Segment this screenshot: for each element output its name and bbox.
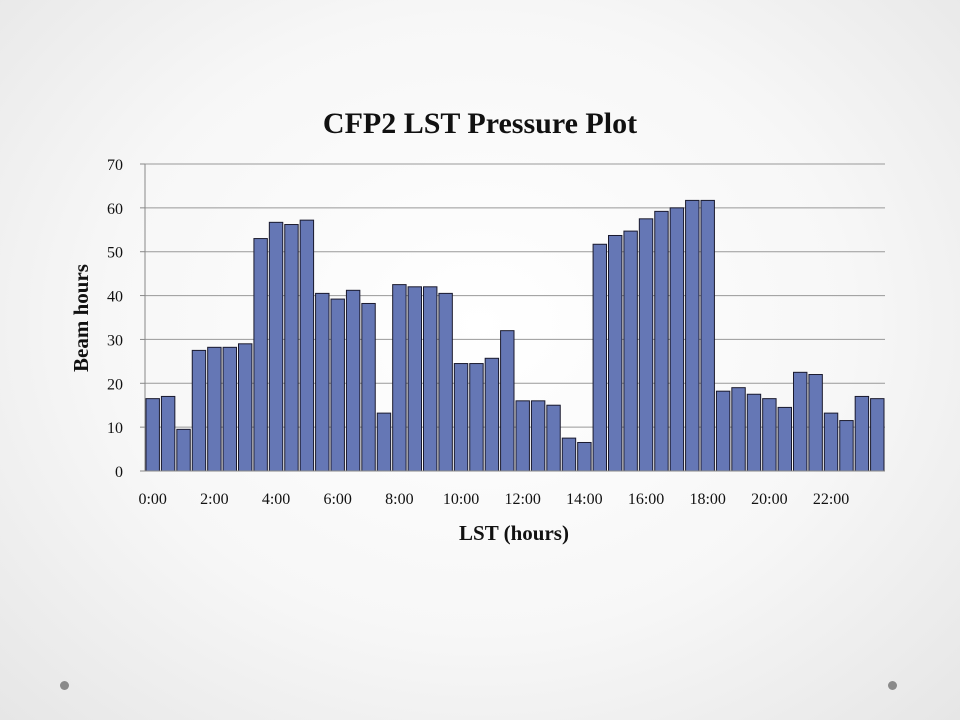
bar (731, 387, 746, 472)
bar (654, 210, 669, 472)
bar (870, 398, 885, 472)
x-tick-label: 20:00 (751, 491, 787, 508)
y-tick-label: 40 (107, 289, 123, 306)
bar (561, 437, 577, 472)
bar (623, 230, 638, 472)
y-tick-labels: 0 10 20 30 40 50 60 70 (107, 157, 123, 481)
bar (777, 406, 793, 472)
x-tick-label: 0:00 (138, 491, 166, 508)
x-tick-label: 16:00 (628, 491, 664, 508)
x-tick-label: 2:00 (200, 491, 228, 508)
bar (238, 343, 253, 472)
y-tick-label: 0 (115, 464, 123, 481)
bar (715, 390, 731, 472)
bar (515, 400, 530, 472)
bar (160, 395, 176, 472)
x-tick-label: 22:00 (813, 491, 849, 508)
y-tick-label: 30 (107, 332, 123, 349)
grid-lines (140, 163, 885, 472)
bar (762, 398, 777, 472)
bar (145, 398, 160, 472)
bars (145, 199, 885, 472)
slide-dot-right (888, 681, 897, 690)
bar (500, 330, 515, 472)
chart-title: CFP2 LST Pressure Plot (323, 107, 637, 140)
x-tick-label: 8:00 (385, 491, 413, 508)
bar (546, 404, 561, 472)
bar (222, 346, 238, 472)
bar (854, 395, 870, 472)
bar (484, 357, 500, 472)
bar (577, 441, 592, 472)
bar (700, 199, 715, 472)
bar (469, 363, 484, 472)
bar (176, 428, 191, 472)
bar (407, 286, 422, 472)
x-tick-label: 12:00 (504, 491, 540, 508)
bar (191, 349, 207, 472)
y-tick-label: 50 (107, 245, 123, 262)
x-tick-label: 4:00 (262, 491, 290, 508)
x-tick-label: 6:00 (323, 491, 351, 508)
bar (268, 221, 284, 472)
y-tick-label: 60 (107, 201, 123, 218)
y-axis-label: Beam hours (69, 264, 93, 372)
bar (423, 286, 438, 472)
bar (669, 207, 685, 472)
x-tick-label: 18:00 (689, 491, 725, 508)
y-tick-label: 70 (107, 157, 123, 174)
bar (746, 393, 762, 472)
bar (392, 284, 407, 472)
x-tick-label: 10:00 (443, 491, 479, 508)
bar (438, 292, 453, 472)
bar (299, 219, 315, 472)
bar (376, 412, 392, 472)
bar (453, 363, 469, 472)
bar (592, 243, 608, 472)
bar (839, 420, 854, 472)
bar (207, 346, 222, 472)
bar (793, 371, 808, 472)
y-tick-label: 20 (107, 376, 123, 393)
bar (330, 298, 345, 472)
bar (608, 234, 623, 472)
bar (685, 199, 700, 472)
bar (823, 412, 839, 472)
bar (808, 374, 823, 472)
bar (284, 224, 299, 472)
x-axis-label: LST (hours) (459, 521, 569, 545)
bar (361, 302, 376, 472)
bar (638, 218, 654, 472)
bar (530, 400, 546, 472)
slide-dot-left (60, 681, 69, 690)
bar (253, 238, 268, 472)
x-tick-label: 14:00 (566, 491, 602, 508)
x-tick-labels: 0:00 2:00 4:00 6:00 8:00 10:00 12:00 14:00 16:00… (138, 491, 849, 508)
bar (345, 289, 361, 472)
y-tick-label: 10 (107, 420, 123, 437)
bar (315, 292, 330, 472)
